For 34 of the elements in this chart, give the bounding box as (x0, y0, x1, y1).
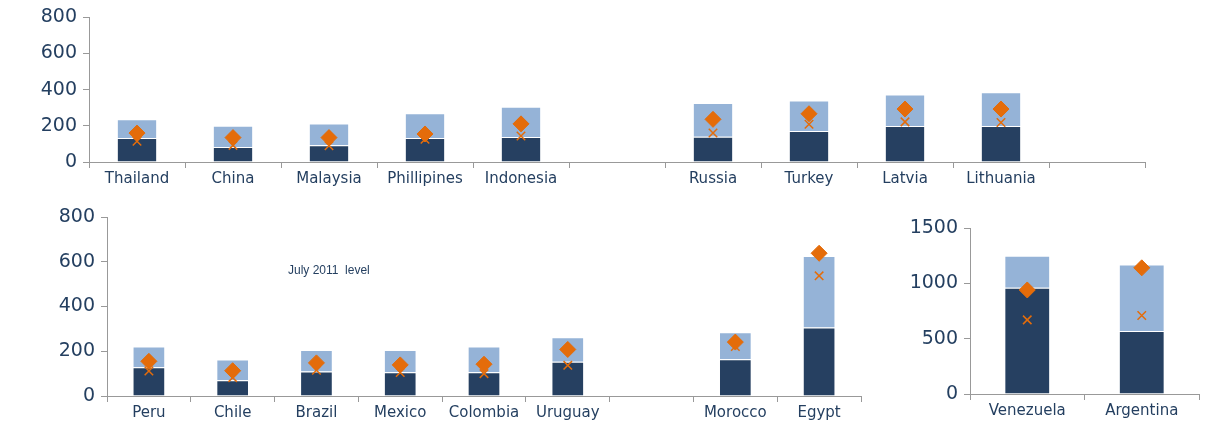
y-tick-label: 800 (58, 203, 95, 226)
x-tick-label: Malaysia (296, 168, 362, 187)
x-tick-label: Venezuela (988, 400, 1066, 419)
y-tick-label: 500 (921, 325, 958, 348)
y-tick-label: 600 (40, 40, 77, 63)
x-tick-label: Indonesia (484, 168, 558, 187)
x-tick-label: Thailand (103, 168, 170, 187)
x-tick-label: Brazil (295, 402, 338, 421)
y-tick-label: 200 (58, 338, 95, 361)
y-tick-label: 400 (58, 293, 95, 316)
x-tick-label: Chile (213, 402, 252, 421)
x-tick-label: Morocco (703, 402, 767, 421)
y-tick-label: 600 (58, 248, 95, 271)
x-tick-label: Uruguay (535, 402, 600, 421)
x-tick-label: Argentina (1105, 400, 1179, 419)
x-tick-label: China (211, 168, 255, 187)
x-tick-label: Latvia (882, 168, 928, 187)
x-tick-label: Peru (132, 402, 166, 421)
y-tick-label: 800 (40, 4, 77, 27)
y-tick-label: 1000 (909, 270, 958, 293)
x-tick-label: Turkey (783, 168, 834, 187)
x-tick-label: Egypt (797, 402, 841, 421)
y-tick-label: 0 (64, 148, 77, 171)
y-tick-label: 0 (945, 380, 958, 403)
y-tick-label: 1500 (909, 214, 958, 237)
x-tick-label: Colombia (448, 402, 520, 421)
x-tick-label: Russia (688, 168, 738, 187)
annotation: July 2011 level (287, 263, 370, 278)
x-tick-label: Phillipines (387, 168, 463, 187)
y-tick-label: 0 (82, 382, 95, 405)
x-tick-label: Lithuania (966, 168, 1036, 187)
y-tick-label: 200 (40, 112, 77, 135)
x-tick-label: Mexico (374, 402, 427, 421)
y-tick-label: 400 (40, 76, 77, 99)
